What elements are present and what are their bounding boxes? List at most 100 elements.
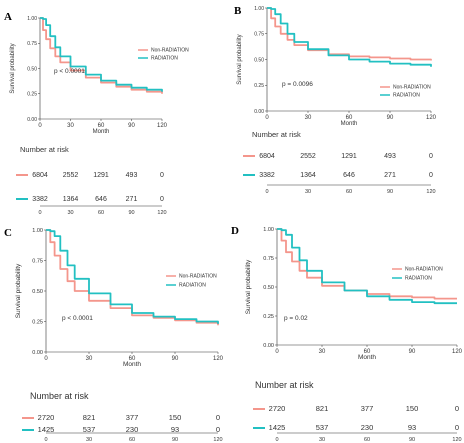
risk-x-tick-label: 90 — [172, 437, 178, 443]
x-tick-label: 0 — [265, 115, 269, 121]
x-tick-label: 120 — [157, 123, 168, 129]
x-tick-label: 0 — [38, 123, 42, 129]
y-tick-label: 1.00 — [32, 228, 43, 234]
risk-value: 1425 — [38, 425, 55, 434]
y-tick-label: 0.25 — [263, 314, 274, 320]
risk-value: 271 — [384, 172, 396, 179]
p-value: p = 0.0096 — [282, 81, 313, 88]
risk-value: 1291 — [93, 172, 109, 179]
risk-table-title: Number at risk — [20, 145, 69, 154]
y-tick-label: 0.25 — [254, 83, 264, 89]
series-line-non-radiation — [40, 17, 163, 94]
risk-value: 0 — [455, 423, 459, 432]
risk-value: 2720 — [269, 404, 286, 413]
risk-table-title: Number at risk — [30, 391, 89, 401]
y-tick-label: 1.00 — [254, 6, 264, 12]
panel-a: A 0.00 0.25 0.50 0.75 1.00 0 30 60 90 120 Month Surv… — [4, 11, 189, 216]
risk-value: 377 — [361, 404, 374, 413]
risk-value: 230 — [126, 425, 139, 434]
y-axis-label: Survival probability — [245, 259, 252, 314]
risk-value: 6804 — [32, 172, 48, 179]
risk-value: 377 — [126, 413, 139, 422]
p-value: p = 0.02 — [284, 315, 308, 322]
risk-value: 646 — [343, 172, 355, 179]
panel-letter: C — [4, 227, 12, 239]
x-tick-label: 90 — [387, 115, 394, 121]
risk-x-tick-label: 0 — [275, 437, 278, 443]
risk-value: 3382 — [259, 172, 275, 179]
series-line-radiation — [267, 7, 432, 67]
series-line-non-radiation — [267, 7, 432, 61]
y-tick-label: 0.50 — [254, 57, 264, 63]
risk-x-tick-label: 120 — [157, 210, 166, 216]
legend-label: RADIATION — [151, 56, 178, 62]
risk-x-tick-label: 120 — [213, 437, 222, 443]
risk-value: 93 — [408, 423, 416, 432]
x-tick-label: 30 — [305, 115, 312, 121]
x-axis-label: Month — [358, 354, 376, 361]
risk-x-tick-label: 0 — [44, 437, 47, 443]
y-axis-label: Survival probability — [237, 34, 243, 84]
risk-value: 537 — [83, 425, 96, 434]
risk-x-tick-label: 60 — [364, 437, 370, 443]
series-line-radiation — [277, 228, 457, 305]
risk-value: 1364 — [300, 172, 316, 179]
panel-c: C 0.00 0.25 0.50 0.75 1.00 0 30 60 90 120 Month Surv… — [4, 227, 224, 443]
x-tick-label: 0 — [275, 349, 279, 355]
risk-value: 1425 — [269, 423, 286, 432]
risk-x-tick-label: 120 — [452, 437, 461, 443]
y-tick-label: 0.75 — [263, 256, 274, 262]
y-tick-label: 0.50 — [32, 289, 43, 295]
risk-x-tick-label: 30 — [319, 437, 325, 443]
p-value: p < 0.0001 — [54, 68, 85, 75]
risk-value: 0 — [160, 172, 164, 179]
risk-value: 821 — [316, 404, 329, 413]
y-axis-label: Survival probability — [15, 263, 22, 318]
risk-value: 646 — [95, 196, 107, 203]
risk-x-tick-label: 0 — [38, 210, 41, 216]
risk-x-tick-label: 120 — [426, 189, 435, 195]
legend-label: RADIATION — [179, 283, 206, 289]
risk-value: 821 — [83, 413, 96, 422]
risk-value: 537 — [316, 423, 329, 432]
risk-table-title: Number at risk — [255, 380, 314, 390]
y-tick-label: 0.00 — [32, 350, 43, 356]
y-tick-label: 0.75 — [32, 258, 43, 264]
x-tick-label: 120 — [426, 115, 437, 121]
y-tick-label: 0.75 — [27, 41, 37, 47]
x-tick-label: 90 — [172, 356, 179, 362]
y-tick-label: 0.25 — [27, 92, 37, 98]
panel-d: D 0.00 0.25 0.50 0.75 1.00 0 30 60 90 120 Month Surv… — [231, 225, 463, 443]
risk-value: 0 — [455, 404, 459, 413]
risk-value: 2720 — [38, 413, 55, 422]
risk-value: 230 — [361, 423, 374, 432]
risk-value: 0 — [429, 153, 433, 160]
risk-x-tick-label: 0 — [265, 189, 268, 195]
risk-x-tick-label: 60 — [98, 210, 104, 216]
x-tick-label: 120 — [452, 349, 463, 355]
x-tick-label: 90 — [128, 123, 135, 129]
y-tick-label: 0.50 — [27, 66, 37, 72]
x-tick-label: 60 — [346, 115, 353, 121]
x-tick-label: 30 — [86, 356, 93, 362]
x-axis-label: Month — [123, 361, 141, 368]
risk-value: 271 — [126, 196, 138, 203]
risk-value: 1291 — [341, 153, 357, 160]
risk-x-tick-label: 90 — [409, 437, 415, 443]
series-line-non-radiation — [277, 228, 457, 300]
risk-table-title: Number at risk — [252, 130, 301, 139]
legend-label: Non-RADIATION — [405, 267, 443, 273]
risk-value: 0 — [429, 172, 433, 179]
risk-x-tick-label: 30 — [305, 189, 311, 195]
risk-value: 493 — [384, 153, 396, 160]
x-axis-label: Month — [341, 121, 358, 127]
y-tick-label: 0.00 — [263, 343, 274, 349]
risk-x-tick-label: 30 — [86, 437, 92, 443]
risk-value: 93 — [171, 425, 179, 434]
panel-letter: B — [234, 5, 242, 17]
x-tick-label: 30 — [67, 123, 74, 129]
risk-value: 2552 — [63, 172, 79, 179]
risk-x-tick-label: 60 — [346, 189, 352, 195]
risk-x-tick-label: 30 — [67, 210, 73, 216]
